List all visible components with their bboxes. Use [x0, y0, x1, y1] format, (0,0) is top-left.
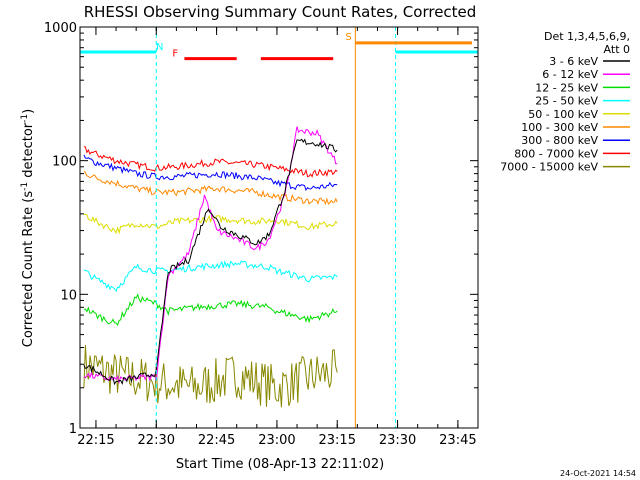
legend-header: Det 1,3,4,5,6,9, — [544, 30, 630, 43]
x-tick-label: 22:45 — [198, 433, 235, 448]
series-line-7000-15000keV — [83, 344, 338, 408]
series-line-50-100keV — [83, 213, 338, 235]
y-tick-label: 10 — [60, 288, 77, 303]
legend-label: 300 - 800 keV — [521, 134, 598, 147]
plot-frame — [79, 26, 479, 429]
series-line-100-300keV — [83, 170, 338, 206]
series-line-12-25keV — [83, 293, 338, 327]
plot-area — [83, 126, 338, 408]
footer-date: 24-Oct-2021 14:54 — [560, 469, 636, 478]
series-line-300-800keV — [83, 154, 338, 191]
x-tick-label: 22:30 — [138, 433, 175, 448]
axes: 22:15 22:30 22:45 23:00 23:15 23:30 23:45 1 10 10… — [44, 21, 479, 448]
chart-title: RHESSI Observing Summary Count Rates, Co… — [84, 3, 477, 21]
legend-label: 12 - 25 keV — [535, 81, 598, 94]
legend-label: 100 - 300 keV — [521, 121, 598, 134]
x-axis-label: Start Time (08-Apr-13 22:11:02) — [176, 457, 384, 472]
y-tick-label: 1000 — [44, 21, 77, 36]
x-tick-label: 23:00 — [258, 433, 295, 448]
series-line-25-50keV — [83, 260, 338, 293]
flare-label: F — [172, 49, 178, 60]
legend-label: 7000 - 15000 keV — [500, 161, 598, 174]
legend-header: Att 0 — [604, 43, 630, 56]
series-line-3-6keV — [83, 138, 338, 386]
annotation-layer: NF S — [80, 27, 478, 428]
x-tick-label: 23:45 — [439, 433, 476, 448]
legend-label: 6 - 12 keV — [542, 68, 598, 81]
legend-label: 50 - 100 keV — [528, 108, 598, 121]
x-tick-label: 23:30 — [379, 433, 416, 448]
legend-label: 25 - 50 keV — [535, 95, 598, 108]
series-line-800-7000keV — [83, 146, 338, 178]
y-tick-label: 1 — [69, 422, 77, 437]
legend-label: 800 - 7000 keV — [514, 147, 598, 160]
x-tick-label: 22:15 — [77, 433, 114, 448]
night-label: N — [156, 42, 163, 53]
y-axis-label: Corrected Count Rate (s-1 detector-1) — [20, 109, 36, 347]
saa-label: S — [345, 32, 351, 43]
x-tick-label: 23:15 — [319, 433, 356, 448]
y-tick-label: 100 — [52, 155, 77, 170]
legend-label: 3 - 6 keV — [549, 55, 598, 68]
